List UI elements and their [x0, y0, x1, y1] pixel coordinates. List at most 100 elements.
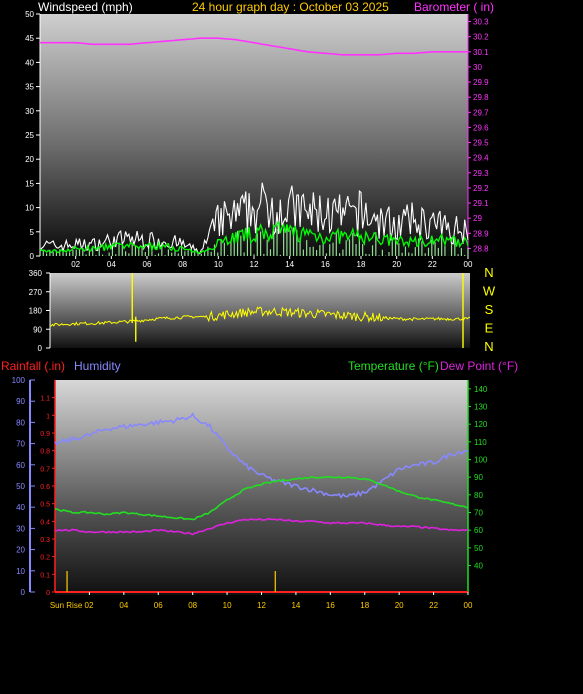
windspeed-tick-label: 45 — [25, 34, 34, 43]
hour-tick-label: 18 — [357, 260, 366, 269]
rainfall-tick-label: 1.1 — [40, 396, 50, 403]
compass-label: N — [484, 265, 493, 280]
temperature-tick-label: 50 — [474, 544, 483, 553]
temperature-tick-label: 40 — [474, 562, 483, 571]
direction-axis: 0 90 180 270 360 — [29, 269, 51, 353]
direction-series — [49, 273, 471, 348]
rainfall-tick-label: 0 — [46, 590, 50, 597]
barometer-tick-label: 29.3 — [473, 169, 489, 178]
windspeed-tick-label: 0 — [30, 252, 35, 261]
barometer-tick-label: 29.5 — [473, 139, 489, 148]
barometer-tick-label: 29.7 — [473, 108, 489, 117]
compass-label: N — [484, 339, 493, 354]
barometer-tick-label: 30 — [473, 63, 482, 72]
humidity-plot-area — [55, 380, 468, 595]
humidity-label: Humidity — [74, 359, 121, 373]
temperature-tick-label: 80 — [474, 491, 483, 500]
barometer-tick-label: 30.3 — [473, 18, 489, 27]
hour-tick-label: 06 — [143, 260, 152, 269]
hour-tick-label: 20 — [395, 601, 404, 610]
hour-tick-label: 18 — [360, 601, 369, 610]
windspeed-label: Windspeed (mph) — [38, 0, 133, 14]
hour-tick-label: 14 — [291, 601, 300, 610]
temperature-tick-label: 130 — [474, 403, 488, 412]
humidity-tick-label: 60 — [16, 461, 25, 470]
hour-tick-label: 04 — [119, 601, 128, 610]
rainfall-tick-label: 0.3 — [40, 537, 50, 544]
barometer-tick-label: 28.8 — [473, 244, 489, 253]
humidity-tick-label: 70 — [16, 440, 25, 449]
hour-tick-label: 00 — [464, 260, 473, 269]
direction-tick-label: 90 — [33, 325, 42, 334]
windspeed-tick-label: 20 — [25, 155, 34, 164]
dewpoint-label: Dew Point (°F) — [440, 359, 518, 373]
hour-tick-label: 14 — [285, 260, 294, 269]
barometer-tick-label: 29.1 — [473, 199, 489, 208]
windspeed-tick-label: 5 — [30, 228, 35, 237]
humidity-tick-label: 50 — [16, 482, 25, 491]
windspeed-tick-label: 10 — [25, 204, 34, 213]
hour-tick-label: Sun Rise 02 — [50, 601, 94, 610]
barometer-line — [40, 37, 468, 56]
rainfall-tick-label: 0.8 — [40, 449, 50, 456]
dewpoint-line — [54, 517, 469, 536]
direction-tick-label: 180 — [29, 307, 43, 316]
humidity-tick-label: 10 — [16, 567, 25, 576]
humidity-tick-label: 100 — [12, 376, 26, 385]
hour-tick-label: 12 — [257, 601, 266, 610]
temperature-label: Temperature (°F) — [348, 359, 439, 373]
hour-tick-label: 06 — [154, 601, 163, 610]
hour-tick-label: 02 — [71, 260, 80, 269]
windspeed-tick-label: 40 — [25, 58, 34, 67]
rainfall-tick-label: 0.9 — [40, 431, 50, 438]
compass-label: W — [483, 284, 496, 299]
windspeed-tick-label: 15 — [25, 179, 34, 188]
humidity-tick-label: 30 — [16, 524, 25, 533]
compass-label: E — [485, 321, 494, 336]
temperature-tick-label: 70 — [474, 509, 483, 518]
hour-axis-bottom: Sun Rise 02 04 06 08 10 12 14 16 18 20 22 00 — [50, 592, 473, 610]
barometer-tick-label: 29.9 — [473, 78, 489, 87]
rainfall-tick-label: 0.6 — [40, 484, 50, 491]
temperature-tick-label: 120 — [474, 420, 488, 429]
temperature-tick-label: 100 — [474, 456, 488, 465]
rainfall-tick-label: 0.2 — [40, 555, 50, 562]
date-title: 24 hour graph day : October 03 2025 — [192, 0, 389, 14]
temperature-tick-label: 90 — [474, 473, 483, 482]
hour-axis-top: 02 04 06 08 10 12 14 16 18 20 22 00 — [71, 256, 473, 269]
direction-tick-label: 0 — [38, 344, 43, 353]
direction-tick-label: 360 — [29, 269, 43, 278]
windspeed-axis: 0 5 10 15 20 25 30 35 40 45 50 — [25, 10, 41, 261]
humidity-temperature-chart: 0 10 20 30 40 50 60 70 80 90 100 0 0.1 0.2 0.3 0.4 0.5 0.… — [12, 376, 488, 597]
direction-plot-area — [50, 273, 470, 348]
barometer-label: Barometer ( in) — [414, 0, 494, 14]
humidity-tick-label: 20 — [16, 546, 25, 555]
hour-tick-label: 10 — [223, 601, 232, 610]
hour-tick-label: 00 — [464, 601, 473, 610]
hour-tick-label: 04 — [107, 260, 116, 269]
temperature-tick-label: 110 — [474, 438, 487, 447]
rainfall-tick-label: 0.4 — [40, 519, 50, 526]
barometer-tick-label: 29.8 — [473, 93, 489, 102]
humidity-line — [54, 412, 469, 499]
windspeed-tick-label: 30 — [25, 107, 34, 116]
barometer-axis: 28.8 28.9 29 29.1 29.2 29.3 29.4 29.5 29.6 29.7 29… — [467, 14, 489, 256]
rainfall-tick-label: 0.7 — [40, 466, 50, 473]
humidity-rain-temp-axes: 0 10 20 30 40 50 60 70 80 90 100 0 0.1 0.2 0.3 0.4 0.5 0.… — [12, 376, 488, 597]
windspeed-tick-label: 50 — [25, 10, 34, 19]
humidity-tick-label: 40 — [16, 503, 25, 512]
barometer-tick-label: 29.4 — [473, 154, 489, 163]
hour-tick-label: 08 — [188, 601, 197, 610]
windspeed-average-line — [39, 220, 469, 255]
wind-series — [39, 37, 469, 256]
compass-label: S — [485, 302, 494, 317]
temperature-tick-label: 60 — [474, 526, 483, 535]
barometer-tick-label: 29.6 — [473, 123, 489, 132]
temperature-line — [55, 475, 469, 521]
wind-plot-area — [40, 14, 468, 256]
humidity-tick-label: 90 — [16, 397, 25, 406]
humidity-tick-label: 80 — [16, 418, 25, 427]
